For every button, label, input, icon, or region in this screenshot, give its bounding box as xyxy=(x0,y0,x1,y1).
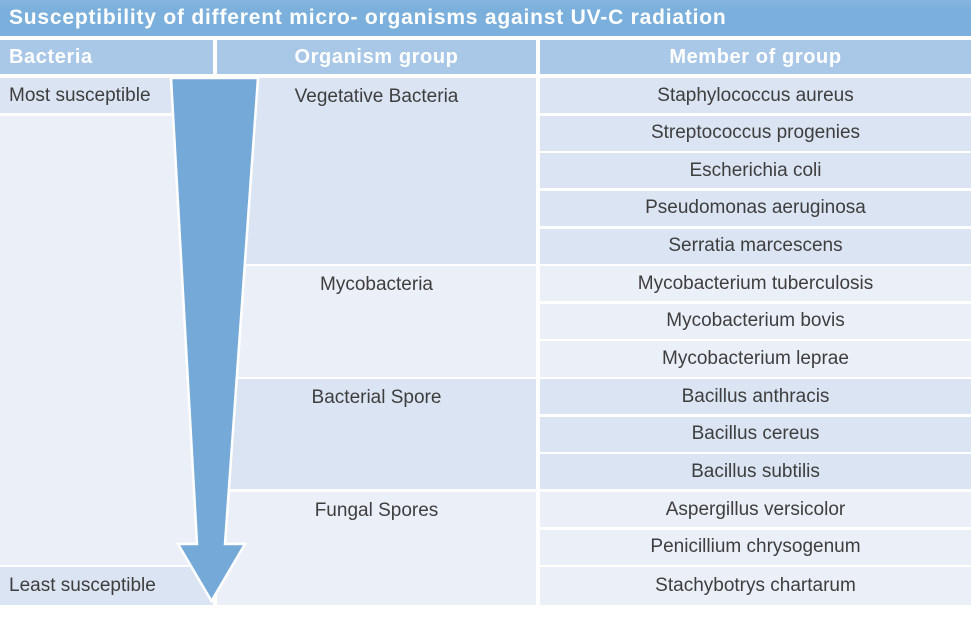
member-cell: Pseudomonas aeruginosa xyxy=(540,190,971,226)
member-cell: Mycobacterium bovis xyxy=(540,303,971,339)
member-cell: Bacillus cereus xyxy=(540,416,971,452)
susceptibility-most-cell: Most susceptible xyxy=(0,78,213,114)
member-cell: Mycobacterium tuberculosis xyxy=(540,266,971,302)
member-cell: Stachybotrys chartarum xyxy=(540,567,971,605)
member-cell: Bacillus anthracis xyxy=(540,379,971,415)
column-header-member-of-group: Member of group xyxy=(540,40,971,74)
page-title: Susceptibility of different micro- organ… xyxy=(0,0,971,36)
group-cell: Vegetative Bacteria xyxy=(217,78,536,264)
member-cell: Serratia marcescens xyxy=(540,228,971,264)
member-cell: Streptococcus progenies xyxy=(540,115,971,151)
group-cell: Bacterial Spore xyxy=(217,379,536,490)
member-cell: Escherichia coli xyxy=(540,153,971,189)
member-cell: Aspergillus versicolor xyxy=(540,492,971,528)
member-cell: Penicillium chrysogenum xyxy=(540,529,971,565)
column-header-organism-group: Organism group xyxy=(217,40,536,74)
group-cell: Fungal Spores xyxy=(217,492,536,605)
member-cell: Mycobacterium leprae xyxy=(540,341,971,377)
member-cell: Bacillus subtilis xyxy=(540,454,971,490)
susceptibility-spacer-cell xyxy=(0,115,213,565)
member-cell: Staphylococcus aureus xyxy=(540,78,971,114)
column-header-bacteria: Bacteria xyxy=(0,40,213,74)
group-cell: Mycobacteria xyxy=(217,266,536,377)
susceptibility-least-cell: Least susceptible xyxy=(0,567,213,605)
